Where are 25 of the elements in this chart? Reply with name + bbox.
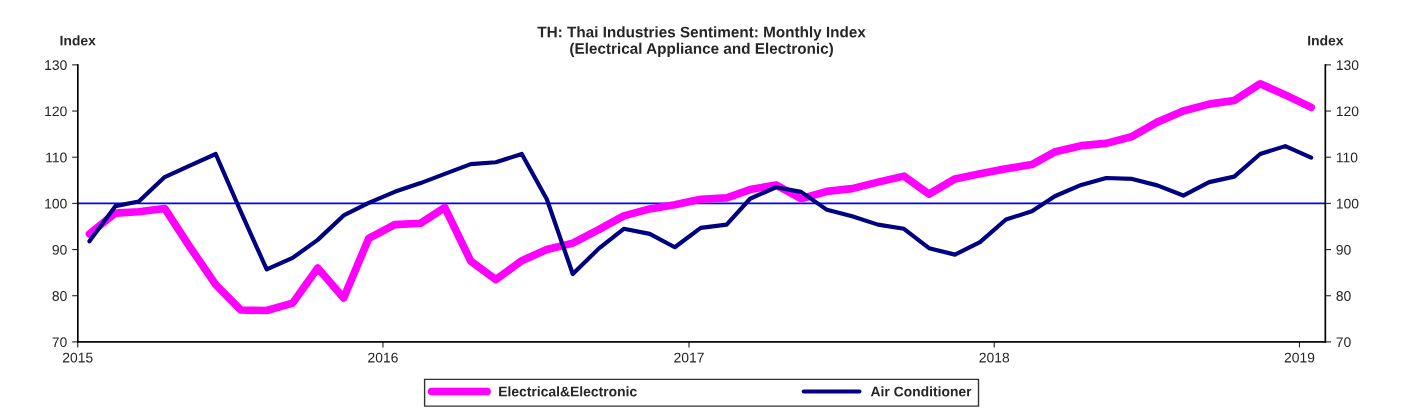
- legend-label: Air Conditioner: [870, 386, 972, 397]
- x-tick-label: 2017: [674, 352, 704, 363]
- y2-tick-label: 90: [1336, 244, 1351, 255]
- x-tick-label: 2018: [979, 352, 1010, 363]
- x-tick-label: 2016: [368, 352, 398, 363]
- y2-tick-label: 70: [1336, 337, 1351, 348]
- x-tick-label: 2019: [1284, 352, 1315, 363]
- y-tick-label: 100: [45, 198, 67, 209]
- y2-tick-label: 100: [1336, 198, 1359, 209]
- y-tick-label: 110: [46, 152, 67, 163]
- y-tick-label: 90: [52, 244, 67, 255]
- y2-tick-label: 110: [1336, 152, 1358, 163]
- y-tick-label: 120: [45, 106, 67, 117]
- y-tick-label: 70: [52, 337, 67, 348]
- y2-axis-title: Index: [1308, 35, 1344, 46]
- y-tick-label: 130: [45, 60, 67, 71]
- y2-tick-label: 120: [1336, 106, 1359, 117]
- y2-tick-label: 130: [1336, 60, 1359, 71]
- y2-tick-label: 80: [1336, 291, 1351, 301]
- line-series: [87, 144, 1314, 277]
- legend-label: Electrical&Electronic: [499, 386, 637, 397]
- y-tick-label: 80: [52, 291, 67, 301]
- y-axis-title: Index: [60, 35, 96, 46]
- x-tick-label: 2015: [62, 352, 93, 363]
- chart-title: TH: Thai Industries Sentiment: Monthly Index (Electrical Appliance and Electronic): [537, 26, 866, 57]
